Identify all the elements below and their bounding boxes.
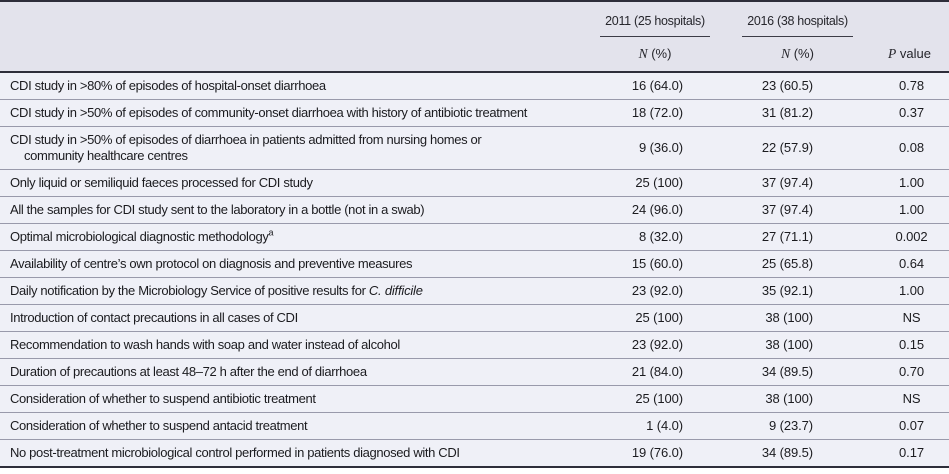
p-value: NS — [902, 391, 921, 406]
row-label: Recommendation to wash hands with soap a… — [10, 337, 400, 352]
table-body: CDI study in >80% of episodes of hospita… — [0, 73, 949, 466]
p-value: 1.00 — [899, 175, 924, 190]
column-group-2011: 2011 (25 hospitals) — [600, 14, 710, 37]
p-value: 0.78 — [899, 78, 924, 93]
p-italic: P — [888, 46, 897, 61]
value-2011: 8 (32.0) — [638, 229, 683, 244]
table-row: All the samples for CDI study sent to th… — [0, 197, 949, 224]
value-2016: 38 (100) — [765, 310, 813, 325]
row-label-italic: C. difficile — [368, 283, 423, 298]
row-label: Optimal microbiological diagnostic metho… — [10, 227, 274, 244]
p-value: 0.002 — [895, 229, 928, 244]
value-2011: 15 (60.0) — [631, 256, 683, 271]
value-2011: 25 (100) — [635, 310, 683, 325]
table-row: CDI study in >50% of episodes of communi… — [0, 100, 949, 127]
row-label: CDI study in >50% of episodes of communi… — [10, 105, 527, 120]
row-label: Consideration of whether to suspend anti… — [10, 391, 316, 406]
p-value: 0.07 — [899, 418, 924, 433]
table-row: Duration of precautions at least 48–72 h… — [0, 359, 949, 386]
value-2016: 37 (97.4) — [761, 175, 813, 190]
p-value: 0.70 — [899, 364, 924, 379]
value-2011: 19 (76.0) — [631, 445, 683, 460]
row-label: CDI study in >80% of episodes of hospita… — [10, 78, 326, 93]
row-label: Only liquid or semiliquid faeces process… — [10, 175, 313, 190]
value-2011: 18 (72.0) — [631, 105, 683, 120]
value-2011: 25 (100) — [635, 175, 683, 190]
table-row: CDI study in >50% of episodes of diarrho… — [0, 127, 949, 170]
value-2016: 9 (23.7) — [768, 418, 813, 433]
row-label: Consideration of whether to suspend anta… — [10, 418, 308, 433]
table-row: Consideration of whether to suspend anti… — [0, 386, 949, 413]
table-row: Recommendation to wash hands with soap a… — [0, 332, 949, 359]
row-label: CDI study in >50% of episodes of diarrho… — [10, 132, 482, 163]
table-row: No post-treatment microbiological contro… — [0, 440, 949, 466]
row-label: Duration of precautions at least 48–72 h… — [10, 364, 367, 379]
p-value: 0.15 — [899, 337, 924, 352]
value-2016: 22 (57.9) — [761, 140, 813, 155]
column-header-n-2016: N (%) — [781, 46, 814, 61]
column-header-n-2011: N (%) — [638, 46, 672, 61]
table-row: CDI study in >80% of episodes of hospita… — [0, 73, 949, 100]
row-label: Availability of centre’s own protocol on… — [10, 256, 413, 271]
value-2011: 9 (36.0) — [638, 140, 683, 155]
value-2011: 24 (96.0) — [631, 202, 683, 217]
table-row: Availability of centre’s own protocol on… — [0, 251, 949, 278]
header-group-row: 2011 (25 hospitals) 2016 (38 hospitals) — [0, 12, 949, 37]
p-value: 0.08 — [899, 140, 924, 155]
value-2016: 27 (71.1) — [761, 229, 813, 244]
value-2016: 31 (81.2) — [761, 105, 813, 120]
value-2016: 25 (65.8) — [761, 256, 813, 271]
value-2011: 23 (92.0) — [631, 283, 683, 298]
n-italic: N — [781, 46, 791, 61]
value-2011: 23 (92.0) — [631, 337, 683, 352]
p-value: 0.64 — [899, 256, 924, 271]
value-2011: 21 (84.0) — [631, 364, 683, 379]
value-2016: 38 (100) — [765, 337, 813, 352]
footnote-marker: a — [268, 227, 274, 238]
row-label: Introduction of contact precautions in a… — [10, 310, 298, 325]
table-header: 2011 (25 hospitals) 2016 (38 hospitals) … — [0, 2, 949, 73]
table-row: Only liquid or semiliquid faeces process… — [0, 170, 949, 197]
p-value: NS — [902, 310, 921, 325]
column-header-p-value: P value — [888, 46, 931, 61]
row-label: All the samples for CDI study sent to th… — [10, 202, 425, 217]
row-label: No post-treatment microbiological contro… — [10, 445, 460, 460]
n-italic: N — [638, 46, 648, 61]
value-2016: 34 (89.5) — [761, 445, 813, 460]
p-value: 1.00 — [899, 202, 924, 217]
value-2016: 38 (100) — [765, 391, 813, 406]
value-2011: 1 (4.0) — [646, 418, 683, 433]
table-row: Introduction of contact precautions in a… — [0, 305, 949, 332]
value-2011: 25 (100) — [635, 391, 683, 406]
header-subrow: N (%) N (%) P value — [0, 46, 949, 61]
table-row: Optimal microbiological diagnostic metho… — [0, 224, 949, 251]
value-2016: 35 (92.1) — [761, 283, 813, 298]
value-2011: 16 (64.0) — [631, 78, 683, 93]
value-2016: 34 (89.5) — [761, 364, 813, 379]
row-label: Daily notification by the Microbiology S… — [10, 283, 423, 298]
table-row: Consideration of whether to suspend anta… — [0, 413, 949, 440]
table-row: Daily notification by the Microbiology S… — [0, 278, 949, 305]
p-value: 0.37 — [899, 105, 924, 120]
p-value: 1.00 — [899, 283, 924, 298]
value-2016: 23 (60.5) — [761, 78, 813, 93]
value-2016: 37 (97.4) — [761, 202, 813, 217]
p-value: 0.17 — [899, 445, 924, 460]
column-group-2016: 2016 (38 hospitals) — [742, 14, 853, 37]
